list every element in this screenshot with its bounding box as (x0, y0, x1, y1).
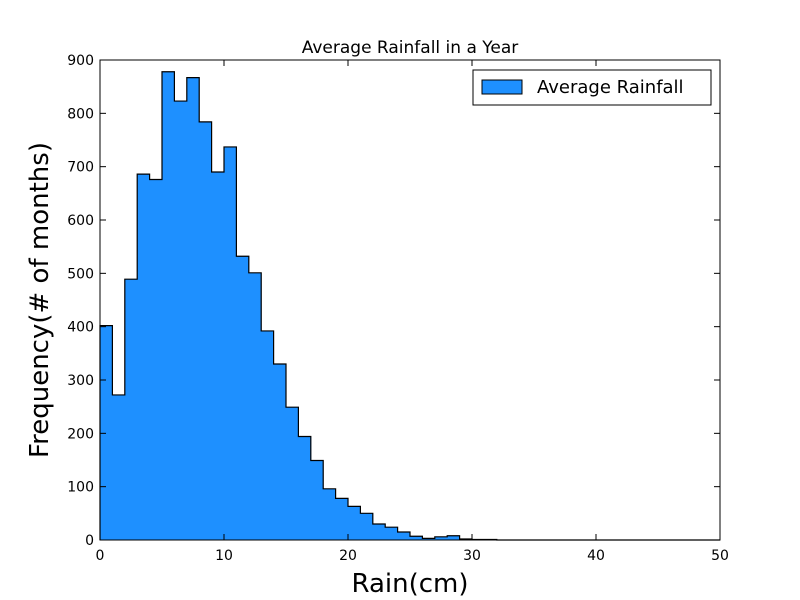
histogram-bar (372, 524, 386, 540)
histogram-bar (100, 325, 113, 540)
legend: Average Rainfall (472, 69, 712, 106)
histogram-bar (149, 179, 163, 540)
histogram-bar (397, 532, 411, 540)
y-tick-label: 200 (67, 426, 94, 442)
x-tick-label: 40 (587, 548, 605, 564)
y-tick-label: 400 (67, 320, 94, 336)
bars-layer (99, 71, 720, 541)
histogram-bar (410, 536, 423, 540)
histogram-bar (236, 256, 250, 540)
x-tick-label: 20 (339, 548, 357, 564)
histogram-bar (323, 488, 336, 540)
y-tick-label: 800 (67, 106, 94, 122)
histogram-bar (186, 77, 200, 540)
y-tick-label: 0 (85, 533, 94, 549)
histogram-bar (335, 498, 349, 540)
y-tick-label: 300 (67, 373, 94, 389)
histogram-bar (422, 538, 436, 540)
y-tick-label: 600 (67, 213, 94, 229)
legend-label-average-rainfall: Average Rainfall (537, 77, 684, 98)
x-axis-label: Rain(cm) (351, 569, 468, 599)
histogram-bar (434, 536, 448, 540)
x-tick-label: 0 (96, 548, 105, 564)
histogram-bar (447, 535, 460, 540)
x-tick-label: 30 (463, 548, 481, 564)
histogram-bar (286, 407, 299, 540)
legend-swatch (481, 79, 523, 95)
y-tick-label: 700 (67, 160, 94, 176)
y-axis-label: Frequency(# of months) (25, 142, 55, 458)
y-tick-label: 900 (67, 53, 94, 69)
histogram-bar (211, 172, 225, 540)
histogram-bar (137, 174, 150, 540)
histogram-bar (174, 101, 188, 541)
x-tick-label: 10 (215, 548, 233, 564)
histogram-bar (273, 364, 287, 540)
chart-title: Average Rainfall in a Year (302, 38, 519, 58)
histogram-bar (298, 436, 312, 540)
histogram-bar (360, 513, 374, 540)
histogram-bar (261, 330, 274, 540)
histogram-bar (310, 460, 324, 540)
histogram-bar (124, 279, 138, 540)
histogram-bar (348, 506, 361, 540)
y-tick-label: 500 (67, 266, 94, 282)
histogram-bar (162, 71, 175, 540)
histogram-bar (224, 146, 237, 540)
plot-frame (99, 59, 721, 541)
histogram-bar (199, 121, 212, 540)
histogram-bar (248, 272, 262, 540)
histogram-bar (112, 394, 126, 540)
x-tick-label: 50 (711, 548, 729, 564)
y-tick-label: 100 (67, 480, 94, 496)
histogram-bar (385, 527, 398, 540)
